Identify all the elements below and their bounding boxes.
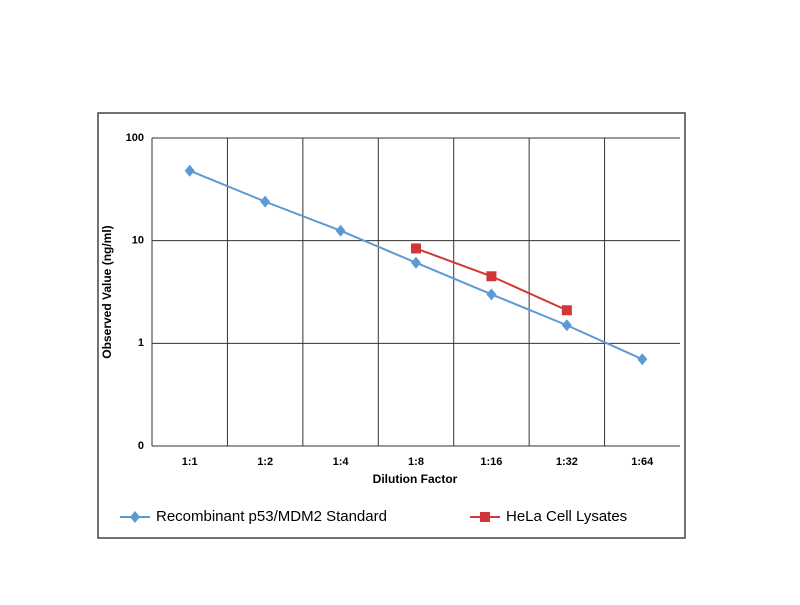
marker [184, 164, 195, 177]
x-tick-label: 1:1 [182, 456, 198, 468]
x-tick-label: 1:8 [408, 456, 424, 468]
marker [637, 353, 648, 366]
legend-marker [480, 512, 490, 522]
marker [411, 256, 421, 269]
x-tick-label: 1:32 [556, 456, 578, 468]
legend-label: Recombinant p53/MDM2 Standard [156, 508, 387, 525]
y-tick-label: 10 [132, 235, 144, 247]
legend-label: HeLa Cell Lysates [506, 508, 627, 525]
chart-frame [97, 112, 686, 539]
marker [486, 288, 497, 301]
x-tick-label: 1:4 [333, 456, 350, 468]
y-tick-label: 100 [126, 132, 144, 144]
x-axis-label: Dilution Factor [373, 472, 458, 486]
marker [335, 224, 346, 237]
marker [486, 271, 497, 282]
y-tick-label: 1 [138, 337, 144, 349]
x-tick-label: 1:16 [480, 456, 502, 468]
marker [561, 305, 572, 316]
x-tick-label: 1:2 [257, 456, 273, 468]
marker [260, 195, 271, 208]
x-tick-label: 1:64 [631, 456, 654, 468]
legend-marker [130, 511, 140, 523]
marker [561, 319, 572, 332]
y-axis-label: Observed Value (ng/ml) [100, 225, 114, 358]
y-tick-label: 0 [138, 440, 144, 452]
marker [411, 243, 421, 254]
